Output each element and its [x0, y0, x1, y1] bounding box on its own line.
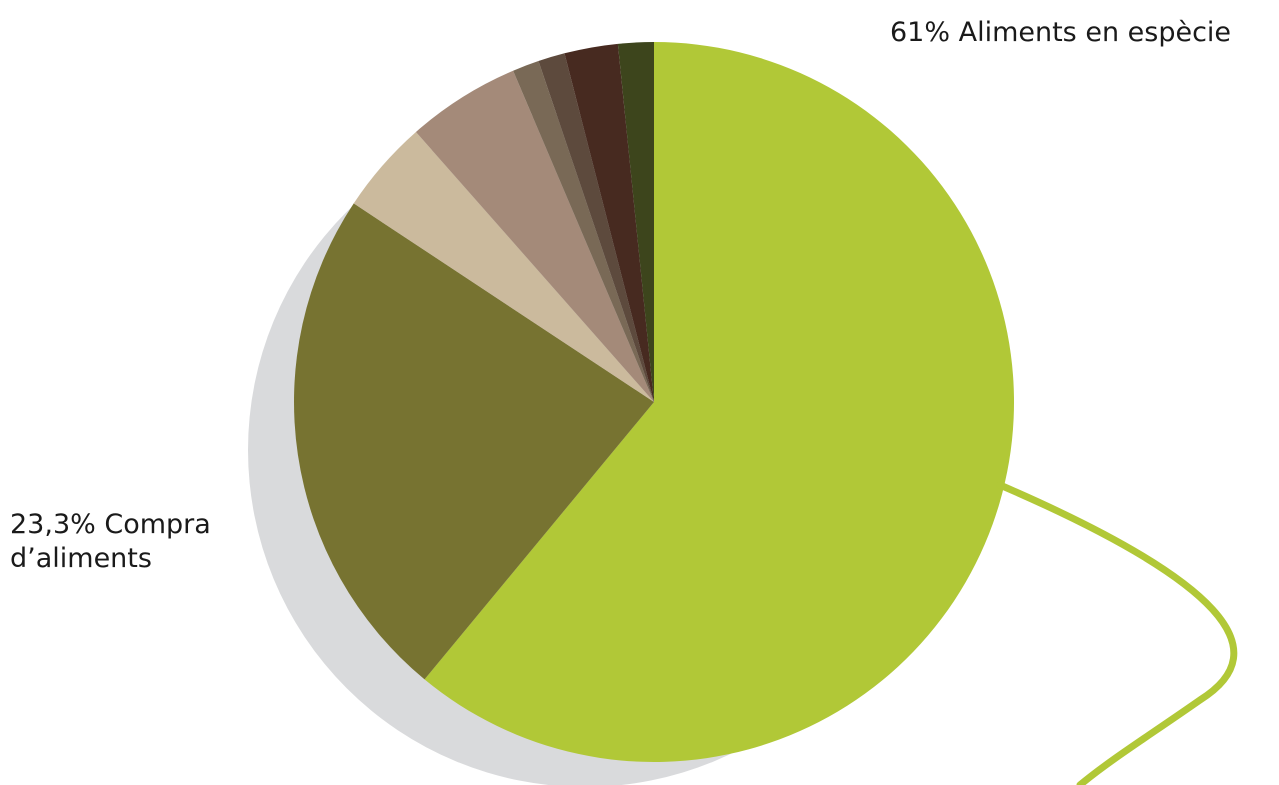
pie-slice-5: [538, 53, 654, 403]
slice-label-line: 23,3% Compra: [10, 509, 211, 540]
pie-slice-4: [513, 61, 654, 402]
pie-slice-7: [617, 42, 654, 402]
pie-slice-6: [564, 43, 654, 402]
pie-slice-2: [353, 131, 654, 402]
slice-label-aliments-especie: 61% Aliments en espècie: [890, 16, 1231, 50]
pie-slices: [294, 42, 1015, 762]
slice-label-line: d’aliments: [10, 543, 152, 574]
pie-slice-1: [294, 203, 654, 680]
pie-slice-0: [424, 42, 1015, 762]
pie-slice-3: [415, 70, 654, 402]
decorative-curve: [996, 481, 1238, 785]
slice-label-line: 61% Aliments en espècie: [890, 17, 1232, 48]
slice-label-compra-aliments: 23,3% Compra d’aliments: [10, 508, 211, 576]
